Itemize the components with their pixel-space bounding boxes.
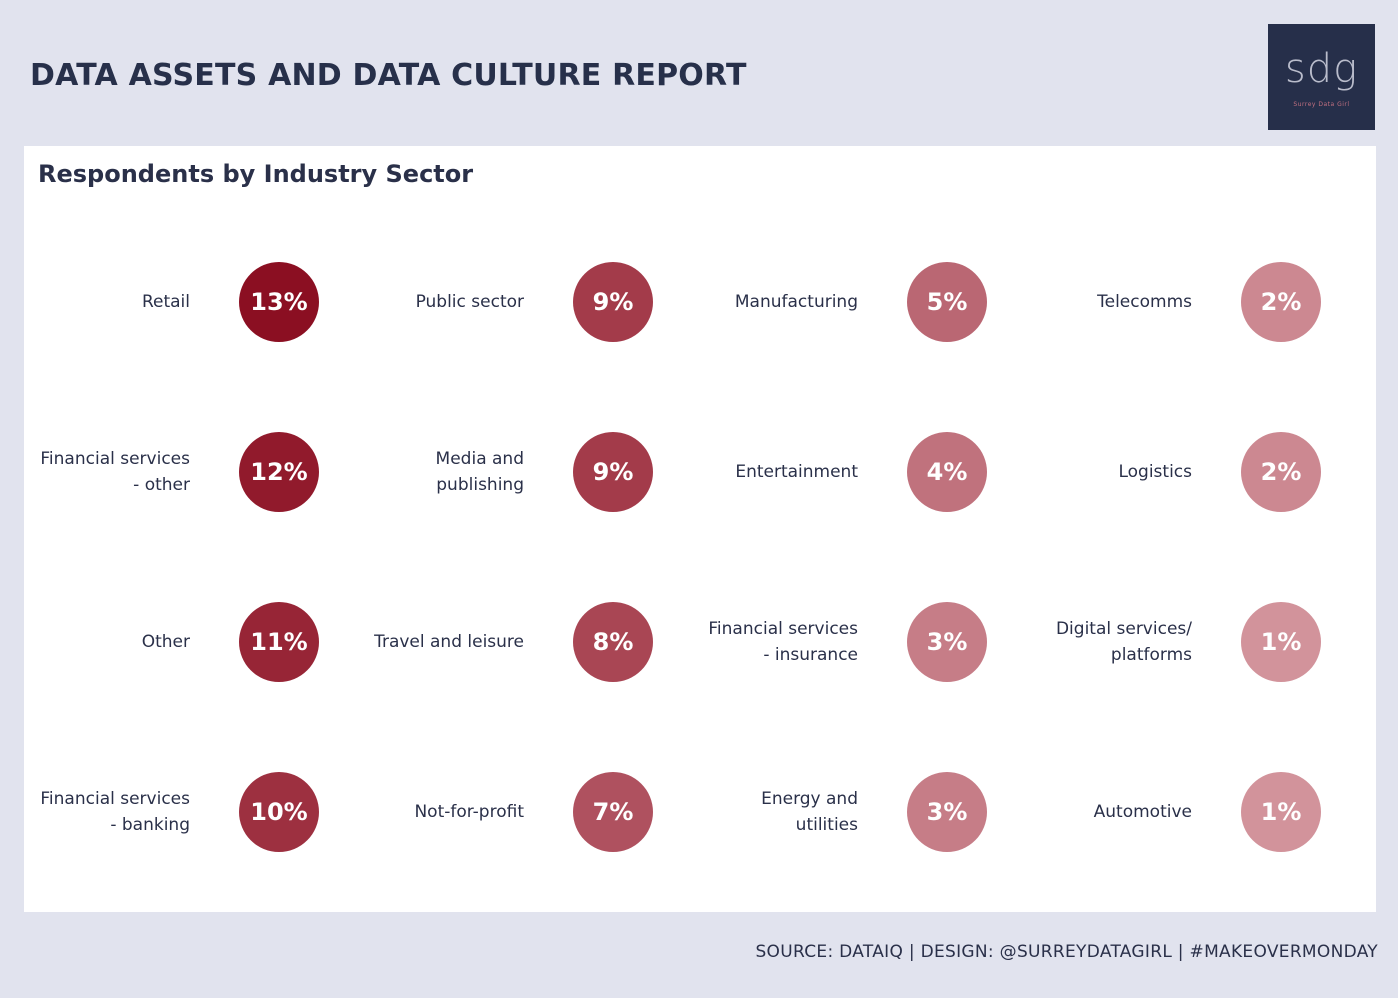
chart-panel: Respondents by Industry Sector Retail 13%… [24,146,1376,912]
label-automotive: Automotive [1093,802,1192,822]
label-not-for-profit: Not-for-profit [414,802,524,822]
sdg-logo: sdg Surrey Data Girl [1268,24,1375,130]
bubble-telecomms: 2% [1241,262,1321,342]
label-media-and-publishing: Media and publishing [435,449,524,495]
bubble-digital-services-platforms: 1% [1241,602,1321,682]
label-telecomms: Telecomms [1097,292,1192,312]
label-financial-services-insurance: Financial services - insurance [708,619,858,665]
logo-mark: sdg [1284,46,1359,92]
label-entertainment: Entertainment [735,462,858,482]
bubble-automotive: 1% [1241,772,1321,852]
bubble-entertainment: 4% [907,432,987,512]
bubble-public-sector: 9% [573,262,653,342]
source-credit: SOURCE: DATAIQ | DESIGN: @SURREYDATAGIRL… [755,942,1378,962]
label-manufacturing: Manufacturing [734,292,858,312]
label-retail: Retail [141,292,190,312]
label-digital-services-platforms: Digital services/platforms [1055,619,1192,665]
chart-title: Respondents by Industry Sector [38,160,474,188]
bubble-financial-services-other: 12% [239,432,319,512]
bubble-other: 11% [239,602,319,682]
bubble-financial-services-insurance: 3% [907,602,987,682]
bubble-energy-and-utilities: 3% [907,772,987,852]
bubble-retail: 13% [239,262,319,342]
label-travel-and-leisure: Travel and leisure [374,632,524,652]
bubble-not-for-profit: 7% [573,772,653,852]
label-financial-services-other: Financial services - other [40,449,190,495]
bubble-financial-services-banking: 10% [239,772,319,852]
bubble-manufacturing: 5% [907,262,987,342]
bubble-grid: Retail 13% Financial services - other 12% Oth… [24,146,1376,912]
bubble-media-and-publishing: 9% [573,432,653,512]
report-title: DATA ASSETS AND DATA CULTURE REPORT [30,58,747,93]
logo-subtitle: Surrey Data Girl [1293,101,1350,108]
bubble-logistics: 2% [1241,432,1321,512]
label-financial-services-banking: Financial services - banking [40,789,190,835]
bubble-travel-and-leisure: 8% [573,602,653,682]
label-public-sector: Public sector [415,292,524,312]
label-energy-and-utilities: Energy and utilities [761,789,858,835]
label-logistics: Logistics [1118,462,1192,482]
label-other: Other [141,632,190,652]
